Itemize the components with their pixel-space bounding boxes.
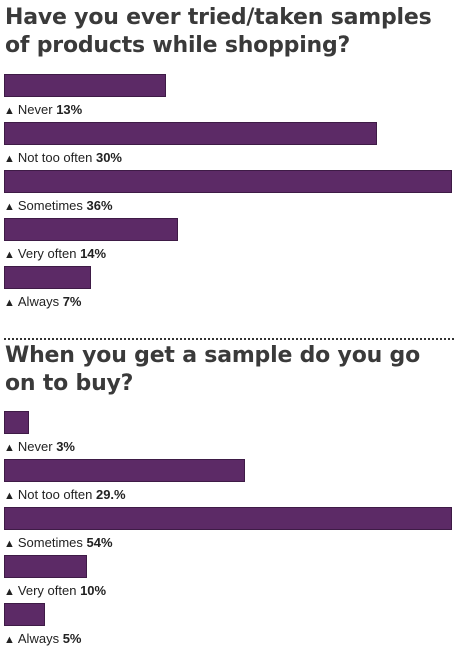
bar-label: ▲ Always 7% [4, 294, 82, 311]
value-label: 7% [62, 294, 82, 309]
bar-label: ▲ Not too often 30% [4, 150, 122, 167]
triangle-up-icon: ▲ [4, 105, 15, 117]
bar-sometimes [4, 507, 452, 530]
bar-list: ▲ Never 13% ▲ Not too often 30% ▲ Sometimes 3… [0, 74, 460, 314]
bar-row: ▲ Not too often 30% [0, 122, 460, 170]
category-label: Never [17, 439, 53, 454]
triangle-up-icon: ▲ [4, 153, 15, 165]
value-label: 5% [62, 631, 82, 646]
triangle-up-icon: ▲ [4, 201, 15, 213]
bar-not-too-often [4, 459, 245, 482]
value-label: 36% [86, 198, 113, 213]
bar-always [4, 266, 91, 289]
bar-row: ▲ Sometimes 54% [0, 507, 460, 555]
bar-row: ▲ Never 3% [0, 411, 460, 459]
category-label: Not too often [17, 487, 93, 502]
bar-label: ▲ Always 5% [4, 631, 82, 648]
value-label: 29.% [95, 487, 126, 502]
bar-row: ▲ Very often 14% [0, 218, 460, 266]
value-label: 14% [80, 246, 107, 261]
chart-title: Have you ever tried/taken samples of pro… [5, 5, 432, 58]
bar-always [4, 603, 45, 626]
value-label: 3% [56, 439, 75, 454]
bar-row: ▲ Not too often 29.% [0, 459, 460, 507]
triangle-up-icon: ▲ [4, 442, 15, 454]
bar-label: ▲ Not too often 29.% [4, 487, 126, 504]
bar-label: ▲ Very often 10% [4, 583, 106, 600]
bar-row: ▲ Never 13% [0, 74, 460, 122]
bar-label: ▲ Very often 14% [4, 246, 106, 263]
value-label: 13% [56, 102, 83, 117]
bar-sometimes [4, 170, 452, 193]
bar-never [4, 74, 166, 97]
category-label: Always [17, 631, 60, 646]
bar-not-too-often [4, 122, 377, 145]
bar-row: ▲ Very often 10% [0, 555, 460, 603]
bar-list: ▲ Never 3% ▲ Not too often 29.% ▲ Sometimes 5… [0, 411, 460, 651]
category-label: Always [17, 294, 60, 309]
value-label: 30% [95, 150, 122, 165]
bar-very-often [4, 555, 87, 578]
bar-row: ▲ Always 5% [0, 603, 460, 651]
value-label: 10% [80, 583, 107, 598]
bar-label: ▲ Never 3% [4, 439, 75, 456]
triangle-up-icon: ▲ [4, 490, 15, 502]
category-label: Never [17, 102, 53, 117]
category-label: Sometimes [17, 535, 83, 550]
category-label: Sometimes [17, 198, 83, 213]
category-label: Very often [17, 583, 77, 598]
triangle-up-icon: ▲ [4, 249, 15, 261]
triangle-up-icon: ▲ [4, 586, 15, 598]
bar-row: ▲ Always 7% [0, 266, 460, 314]
bar-label: ▲ Sometimes 54% [4, 535, 113, 552]
value-label: 54% [86, 535, 113, 550]
bar-row: ▲ Sometimes 36% [0, 170, 460, 218]
category-label: Very often [17, 246, 77, 261]
triangle-up-icon: ▲ [4, 297, 15, 309]
triangle-up-icon: ▲ [4, 634, 15, 646]
bar-label: ▲ Never 13% [4, 102, 82, 119]
bar-never [4, 411, 29, 434]
dotted-divider [4, 338, 454, 340]
bar-label: ▲ Sometimes 36% [4, 198, 113, 215]
bar-very-often [4, 218, 178, 241]
category-label: Not too often [17, 150, 93, 165]
triangle-up-icon: ▲ [4, 538, 15, 550]
chart-title: When you get a sample do you go on to bu… [5, 343, 420, 396]
